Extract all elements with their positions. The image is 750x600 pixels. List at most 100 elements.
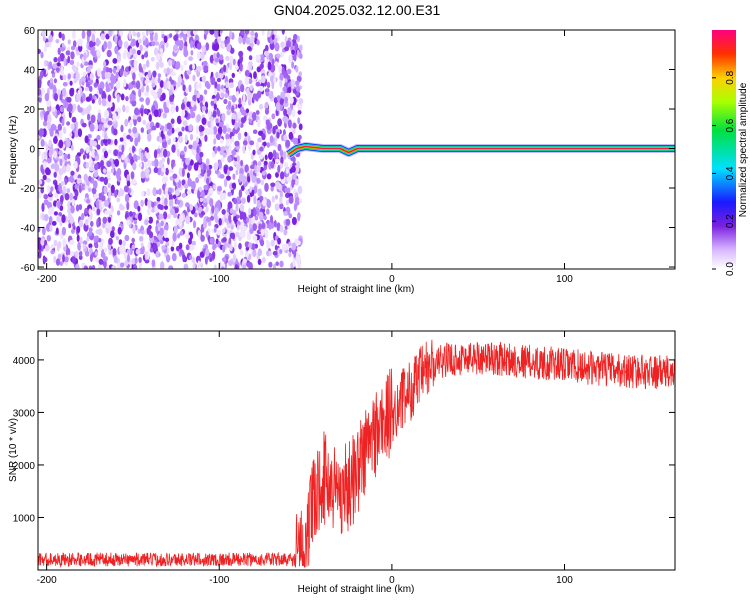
noise-speckle [201, 105, 207, 112]
noise-speckle [190, 180, 196, 190]
noise-speckle [185, 234, 191, 239]
noise-speckle [253, 71, 257, 79]
noise-speckle [256, 39, 260, 46]
noise-speckle [286, 40, 291, 48]
noise-speckle [248, 111, 254, 121]
noise-speckle [132, 126, 138, 134]
noise-speckle [172, 45, 178, 52]
noise-speckle [205, 42, 210, 51]
noise-speckle [240, 84, 245, 93]
noise-speckle [285, 218, 291, 226]
noise-speckle [106, 160, 112, 168]
noise-speckle [107, 138, 112, 145]
noise-speckle [93, 180, 98, 189]
noise-speckle [113, 255, 118, 264]
noise-speckle [74, 250, 79, 259]
noise-speckle [161, 194, 165, 203]
noise-speckle [200, 168, 204, 174]
noise-speckle [182, 120, 188, 127]
noise-speckle [138, 261, 142, 269]
noise-speckle [159, 48, 163, 53]
noise-speckle [102, 138, 108, 144]
ridge-core [287, 145, 675, 156]
noise-speckle [246, 216, 250, 223]
noise-speckle [192, 30, 198, 36]
colorbar-tick-label: 0.6 [725, 118, 736, 132]
noise-speckle [274, 42, 280, 52]
noise-speckle [249, 164, 256, 170]
noise-speckle [251, 243, 256, 251]
noise-speckle [163, 148, 168, 158]
noise-speckle [272, 250, 278, 256]
noise-speckle [110, 168, 115, 174]
noise-speckle [249, 64, 252, 71]
noise-speckle [219, 192, 224, 201]
noise-speckle [79, 236, 83, 245]
noise-speckle [138, 88, 142, 98]
noise-speckle [122, 104, 126, 113]
noise-speckle [189, 245, 195, 251]
noise-speckle [242, 109, 247, 117]
noise-speckle [239, 62, 243, 72]
noise-speckle [279, 79, 283, 88]
noise-speckle [273, 76, 277, 85]
top-x-axis: -200 -100 0 100 [37, 30, 573, 285]
noise-speckle [117, 55, 122, 63]
noise-speckle [205, 248, 210, 257]
noise-speckle [238, 35, 243, 45]
noise-speckle [101, 222, 106, 229]
noise-speckle [61, 43, 65, 48]
noise-speckle [89, 144, 93, 152]
noise-speckle [102, 168, 107, 173]
noise-speckle [197, 65, 202, 72]
noise-speckle [66, 163, 71, 173]
noise-speckle [231, 94, 236, 103]
noise-speckle [217, 185, 222, 192]
noise-speckle [65, 247, 71, 257]
noise-speckle [94, 151, 98, 157]
noise-speckle [188, 56, 194, 61]
noise-speckle [204, 256, 208, 265]
noise-speckle [151, 259, 156, 268]
noise-speckle [48, 61, 53, 69]
noise-speckle [82, 71, 87, 78]
noise-speckle [204, 134, 208, 142]
noise-speckle [186, 30, 191, 38]
noise-speckle [89, 123, 95, 132]
noise-speckle [115, 236, 119, 241]
noise-speckle [249, 36, 255, 43]
noise-speckle [286, 68, 292, 75]
noise-speckle [147, 69, 152, 79]
noise-speckle [147, 159, 152, 168]
noise-speckle [135, 80, 141, 90]
noise-speckle [246, 194, 251, 203]
noise-speckle [67, 213, 73, 221]
noise-speckle [83, 265, 89, 269]
noise-speckle [62, 81, 68, 87]
noise-speckle [40, 164, 44, 173]
noise-speckle [265, 239, 269, 245]
noise-speckle [270, 182, 276, 188]
noise-speckle [263, 141, 267, 147]
noise-speckle [98, 192, 103, 201]
noise-speckle [203, 89, 208, 95]
noise-speckle [241, 197, 246, 204]
noise-speckle [48, 34, 53, 43]
noise-speckle [170, 118, 175, 124]
noise-speckle [75, 51, 81, 56]
noise-speckle [70, 205, 75, 214]
noise-speckle [125, 66, 129, 73]
noise-speckle [90, 114, 96, 124]
noise-speckle [158, 159, 164, 168]
noise-speckle [288, 241, 292, 247]
noise-speckle [51, 106, 56, 112]
noise-speckle [168, 193, 173, 201]
noise-speckle [76, 61, 80, 67]
noise-speckle [45, 167, 50, 176]
noise-speckle [78, 255, 83, 260]
noise-speckle [285, 139, 291, 148]
noise-speckle [188, 124, 193, 132]
noise-speckle [83, 61, 89, 66]
noise-speckle [283, 101, 289, 108]
noise-speckle [148, 216, 154, 224]
